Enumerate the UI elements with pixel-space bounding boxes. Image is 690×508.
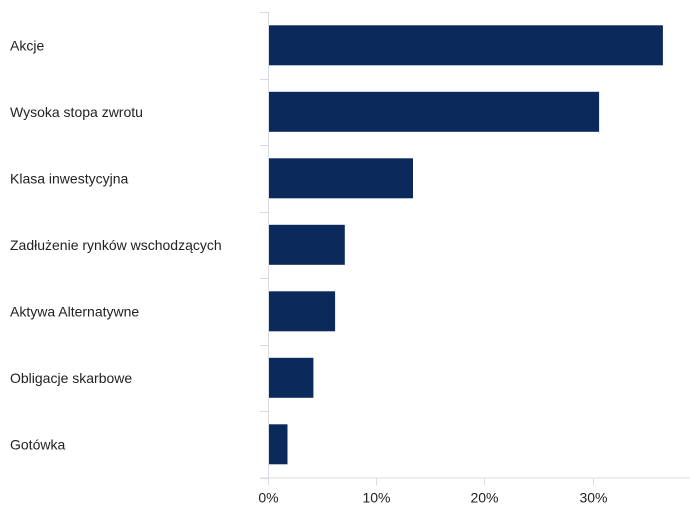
bar-1 — [268, 91, 600, 132]
x-tick-label: 20% — [470, 490, 498, 506]
axes-group — [260, 12, 690, 486]
category-label: Akcje — [10, 37, 44, 53]
category-label: Gotówka — [10, 436, 65, 452]
bar-2 — [268, 158, 413, 199]
category-label: Aktywa Alternatywne — [10, 303, 139, 319]
bar-4 — [268, 291, 336, 332]
x-tick-label: 0% — [258, 490, 278, 506]
category-label: Klasa inwestycyjna — [10, 170, 128, 186]
bar-5 — [268, 357, 314, 398]
category-label: Zadłużenie rynków wschodzących — [10, 237, 222, 253]
bar-3 — [268, 224, 345, 265]
x-axis-ticks: 0% 10% 20% 30% — [258, 490, 607, 506]
category-label: Wysoka stopa zwrotu — [10, 104, 143, 120]
bars-group — [268, 25, 663, 465]
bar-0 — [268, 25, 663, 66]
category-label: Obligacje skarbowe — [10, 370, 132, 386]
category-labels: Akcje Wysoka stopa zwrotu Klasa inwestycyj… — [10, 37, 222, 452]
x-tick-label: 10% — [362, 490, 390, 506]
x-tick-label: 30% — [579, 490, 607, 506]
bar-6 — [268, 424, 288, 465]
